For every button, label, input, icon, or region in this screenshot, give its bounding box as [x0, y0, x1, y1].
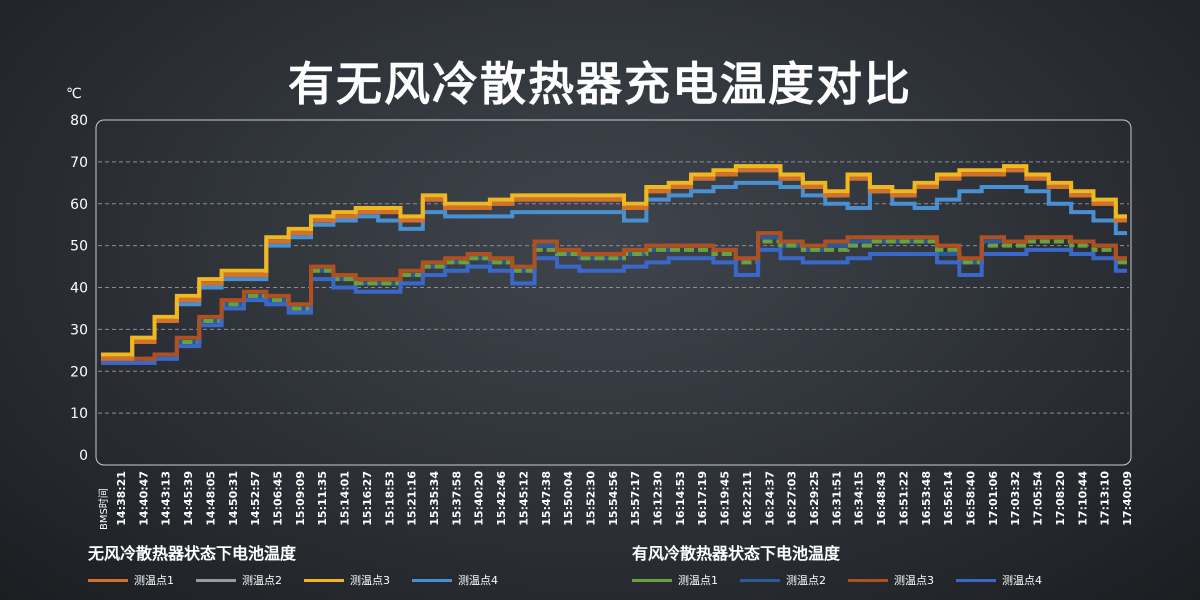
- x-tick-label: 17:40:09: [1121, 471, 1134, 526]
- legend-item[interactable]: 测温点2: [740, 572, 826, 588]
- legend-with-fan: 有风冷散热器状态下电池温度 测温点1 测温点2 测温点3 测温点4: [632, 540, 1042, 588]
- x-tick-label: 16:58:40: [965, 471, 978, 526]
- y-tick-label: 30: [70, 322, 88, 338]
- x-tick-label: 15:42:46: [495, 471, 508, 526]
- x-tick-label: 15:18:53: [383, 471, 396, 526]
- y-tick-label: 0: [79, 448, 88, 464]
- x-tick-label: 14:40:47: [137, 471, 150, 526]
- x-tick-label: 16:29:25: [808, 471, 821, 526]
- x-tick-label: 14:43:13: [160, 471, 173, 526]
- x-tick-label: 14:48:05: [204, 471, 217, 526]
- x-tick-label: 17:10:44: [1076, 471, 1089, 526]
- y-tick-label: 70: [70, 155, 88, 171]
- x-tick-label: 15:35:34: [428, 471, 441, 526]
- x-tick-label: 15:47:38: [540, 471, 553, 526]
- x-tick-label: 14:52:57: [249, 471, 262, 526]
- legend-label: 测温点1: [134, 574, 174, 587]
- x-tick-label: 15:09:09: [294, 471, 307, 526]
- x-tick-label: 16:24:37: [763, 471, 776, 526]
- x-tick-label: 16:34:15: [853, 471, 866, 526]
- x-tick-label: 16:27:03: [786, 471, 799, 526]
- x-tick-label: 17:05:54: [1032, 471, 1045, 526]
- x-tick-label: 16:56:14: [942, 471, 955, 526]
- x-tick-label: 15:52:30: [584, 471, 597, 526]
- x-tick-label: 16:22:11: [741, 471, 754, 526]
- x-tick-label: 17:01:06: [987, 471, 1000, 526]
- x-tick-label: 14:45:39: [182, 471, 195, 526]
- legend-label: 测温点4: [1002, 574, 1042, 587]
- x-tick-label: 16:53:48: [920, 471, 933, 526]
- x-tick-label: 15:50:04: [562, 471, 575, 526]
- x-tick-label: 16:19:45: [719, 471, 732, 526]
- series-line-with-fan-3: [101, 231, 1127, 361]
- y-tick-label: 10: [70, 406, 88, 422]
- legend-title: 无风冷散热器状态下电池温度: [88, 544, 297, 563]
- legend-item[interactable]: 测温点4: [412, 572, 498, 588]
- y-tick-label: 40: [70, 281, 88, 297]
- y-axis-unit: ℃: [66, 86, 82, 102]
- legend-item[interactable]: 测温点1: [88, 572, 174, 588]
- legend-swatch: [196, 578, 236, 582]
- y-tick-label: 50: [70, 239, 88, 255]
- x-tick-label: 15:11:35: [316, 471, 329, 526]
- x-tick-label: 15:21:16: [406, 471, 419, 526]
- x-tick-label: 16:51:22: [897, 471, 910, 526]
- legend-item[interactable]: 测温点2: [196, 572, 282, 588]
- legend-swatch: [412, 578, 452, 582]
- x-tick-label: 16:31:51: [830, 471, 843, 526]
- x-tick-label: 17:03:32: [1009, 471, 1022, 526]
- legend-label: 测温点3: [350, 574, 390, 587]
- x-tick-label: 14:50:31: [227, 471, 240, 526]
- legend-label: 测温点4: [458, 574, 498, 587]
- x-tick-label: 15:37:58: [450, 471, 463, 526]
- x-tick-label: 15:54:56: [607, 471, 620, 526]
- x-tick-label: 15:57:17: [629, 471, 642, 526]
- x-tick-label: 16:17:19: [696, 471, 709, 526]
- legend-label: 测温点2: [242, 574, 282, 587]
- legend-item[interactable]: 测温点4: [956, 572, 1042, 588]
- legend-swatch: [848, 578, 888, 582]
- x-tick-label: 17:13:10: [1099, 471, 1112, 526]
- series-line-no-fan-1: [101, 168, 1127, 361]
- legend-item[interactable]: 测温点1: [632, 572, 718, 588]
- plot-frame: [95, 119, 1132, 466]
- x-tick-label: 15:14:01: [339, 471, 352, 526]
- legend-label: 测温点3: [894, 574, 934, 587]
- x-tick-label: 15:06:45: [271, 471, 284, 526]
- x-tick-label: 15:16:27: [361, 471, 374, 526]
- legend-label: 测温点1: [678, 574, 718, 587]
- y-tick-label: 20: [70, 364, 88, 380]
- chart-title: 有无风冷散热器充电温度对比: [288, 57, 912, 111]
- x-tick-label: 15:40:20: [473, 471, 486, 526]
- x-tick-label: 15:45:12: [517, 471, 530, 526]
- series-line-no-fan-4: [101, 180, 1127, 357]
- y-tick-label: 80: [70, 113, 88, 129]
- x-tick-label: 14:38:21: [115, 471, 128, 526]
- legend-swatch: [88, 578, 128, 582]
- legend-no-fan: 无风冷散热器状态下电池温度 测温点1 测温点2 测温点3 测温点4: [88, 540, 498, 588]
- legend-swatch: [956, 578, 996, 582]
- legend-swatch: [740, 578, 780, 582]
- legend-item[interactable]: 测温点3: [304, 572, 390, 588]
- series-line-no-fan-3: [101, 164, 1127, 357]
- x-tick-label: 17:08:20: [1054, 471, 1067, 526]
- legend-title: 有风冷散热器状态下电池温度: [632, 544, 841, 563]
- y-tick-label: 60: [70, 197, 88, 213]
- x-tick-label: 16:12:30: [652, 471, 665, 526]
- legend-item[interactable]: 测温点3: [848, 572, 934, 588]
- x-axis-title: BMS时间: [97, 488, 110, 530]
- legend-label: 测温点2: [786, 574, 826, 587]
- legend-swatch: [632, 578, 672, 582]
- series-line-with-fan-4: [101, 247, 1127, 365]
- x-tick-label: 16:14:53: [674, 471, 687, 526]
- x-tick-label: 16:48:43: [875, 471, 888, 526]
- legend-swatch: [304, 578, 344, 582]
